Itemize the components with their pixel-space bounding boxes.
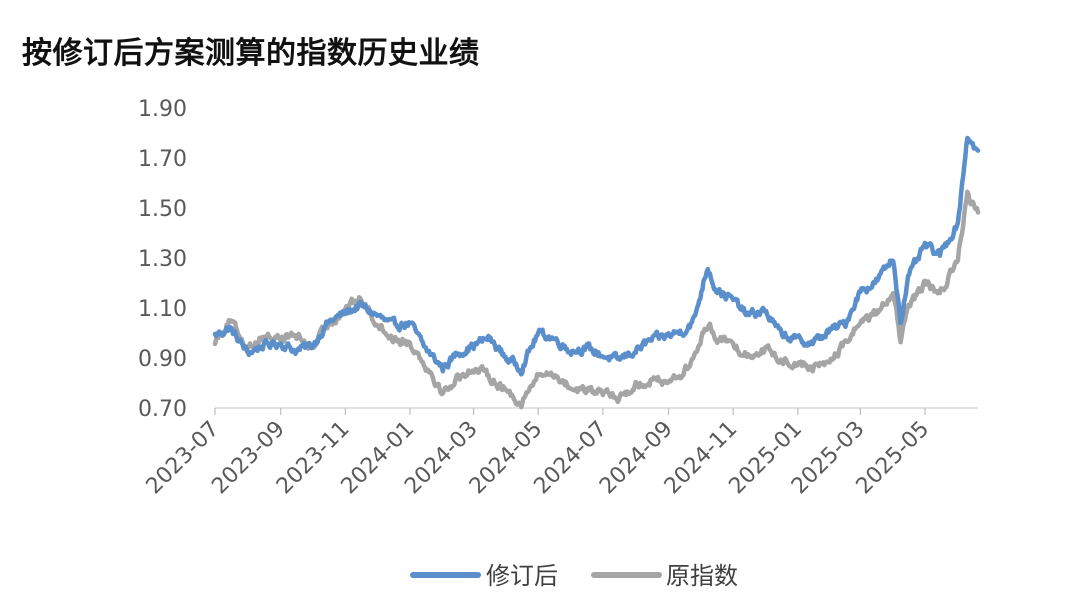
y-tick-label: 1.10 <box>138 297 187 322</box>
legend: 修订后 原指数 <box>410 562 738 590</box>
series-line-original <box>212 189 981 410</box>
x-tick-labels: 2023-072023-092023-112024-012024-032024-… <box>142 417 935 500</box>
legend-label: 修订后 <box>486 562 558 590</box>
y-tick-label: 1.50 <box>138 197 187 222</box>
y-tick-label: 0.70 <box>138 397 187 422</box>
series-layer <box>212 135 981 410</box>
y-tick-label: 1.70 <box>138 147 187 172</box>
y-tick-label: 0.90 <box>138 347 187 372</box>
x-axis <box>214 407 978 415</box>
y-axis: 0.70 0.90 1.10 1.30 1.50 1.70 1.90 <box>138 97 187 422</box>
y-tick-label: 1.90 <box>138 97 187 122</box>
chart-title: 按修订后方案测算的指数历史业绩 <box>22 36 480 71</box>
series-line-revised <box>212 135 981 377</box>
legend-label: 原指数 <box>666 562 738 590</box>
y-tick-label: 1.30 <box>138 247 187 272</box>
